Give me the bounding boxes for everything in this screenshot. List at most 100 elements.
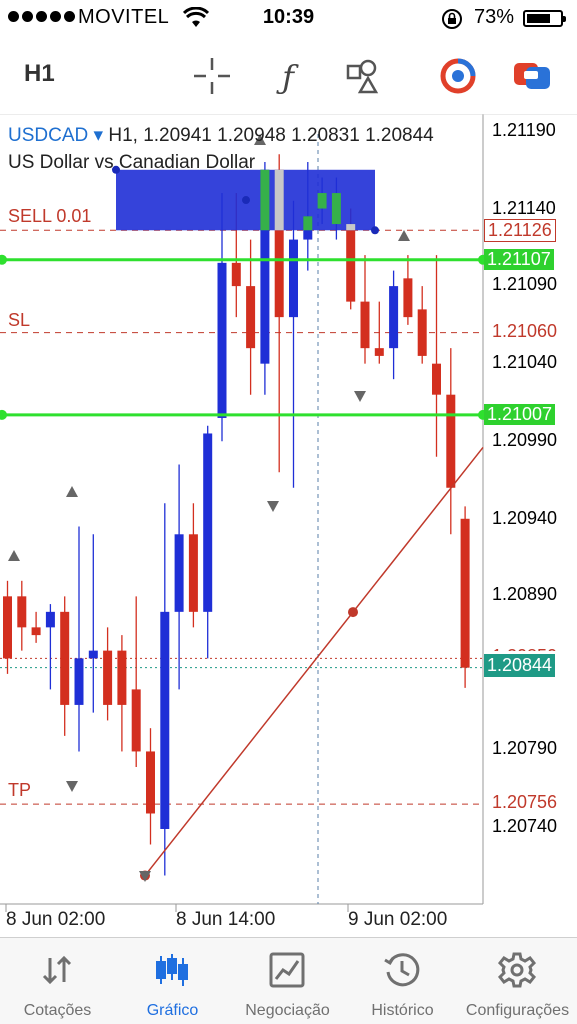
candle-body bbox=[46, 612, 55, 628]
candle-body bbox=[361, 302, 370, 349]
ohlc-readout: H1, 1.20941 1.20948 1.20831 1.20844 bbox=[108, 125, 433, 146]
fractal-down-icon bbox=[354, 391, 366, 402]
candle-body bbox=[17, 596, 26, 627]
time-tick: 9 Jun 02:00 bbox=[348, 909, 447, 931]
trendline-object bbox=[145, 447, 483, 875]
objects-icon[interactable] bbox=[342, 54, 386, 98]
stop-loss-label[interactable]: SL bbox=[8, 310, 30, 331]
sl-price-label: 1.21060 bbox=[492, 321, 557, 342]
quotes-icon bbox=[37, 950, 77, 990]
time-tick: 8 Jun 14:00 bbox=[176, 909, 275, 931]
tab-history[interactable]: Histórico bbox=[345, 938, 460, 1024]
fractal-down-icon bbox=[267, 501, 279, 512]
candle-body bbox=[432, 364, 441, 395]
candle-body bbox=[389, 286, 398, 348]
price-tick: 1.21090 bbox=[492, 274, 557, 295]
rotation-lock-icon bbox=[440, 7, 464, 36]
crosshair-icon[interactable] bbox=[190, 54, 234, 98]
candle-body-overlay bbox=[332, 193, 341, 224]
settings-icon bbox=[497, 950, 537, 990]
tp-price-label: 1.20756 bbox=[492, 792, 557, 813]
time-tick: 8 Jun 02:00 bbox=[6, 909, 105, 931]
fractal-down-icon bbox=[66, 781, 78, 792]
candle-body bbox=[103, 651, 112, 705]
candle-body bbox=[375, 348, 384, 356]
price-tick: 1.20990 bbox=[492, 430, 557, 451]
svg-text:ƒ: ƒ bbox=[276, 58, 299, 96]
status-bar: MOVITEL 10:39 73% bbox=[0, 0, 577, 38]
candle-body bbox=[89, 651, 98, 659]
candle-body bbox=[203, 433, 212, 611]
chart-header: USDCAD ▾ H1, 1.20941 1.20948 1.20831 1.2… bbox=[8, 124, 434, 147]
price-tick: 1.21190 bbox=[492, 120, 556, 141]
chart-toolbar: H1 ƒ bbox=[0, 38, 577, 114]
green-line-price-label: 1.21007 bbox=[484, 404, 555, 425]
tab-label: Configurações bbox=[460, 1002, 575, 1020]
candle-body-overlay bbox=[346, 224, 355, 230]
line-anchor bbox=[0, 410, 7, 420]
battery-percent: 73% bbox=[474, 6, 514, 29]
price-tick: 1.21140 bbox=[492, 198, 556, 219]
candle-body bbox=[403, 278, 412, 317]
tab-label: Cotações bbox=[0, 1002, 115, 1020]
candle-body-overlay bbox=[275, 170, 284, 230]
timeframe-button[interactable]: H1 bbox=[24, 60, 55, 88]
bottom-tab-bar: Cotações Gráfico Negociação Histórico Co… bbox=[0, 937, 577, 1024]
rectangle-anchor bbox=[371, 226, 379, 234]
line-anchor bbox=[0, 255, 7, 265]
bid-price-label: 1.20844 bbox=[484, 654, 555, 677]
candle-body bbox=[446, 395, 455, 488]
tab-settings[interactable]: Configurações bbox=[460, 938, 575, 1024]
sell-order-label[interactable]: SELL 0.01 bbox=[8, 206, 91, 227]
fractal-up-icon bbox=[66, 486, 78, 497]
candle-body bbox=[60, 612, 69, 705]
candle-body bbox=[75, 658, 84, 705]
price-tick: 1.20740 bbox=[492, 816, 557, 837]
tab-chart[interactable]: Gráfico bbox=[115, 938, 230, 1024]
candle-body bbox=[418, 309, 427, 356]
candle-body-overlay bbox=[303, 216, 312, 230]
trendline-anchor bbox=[348, 607, 358, 617]
trade-icon[interactable] bbox=[510, 54, 554, 98]
chart-icon bbox=[152, 950, 192, 990]
green-line-price-label: 1.21107 bbox=[484, 249, 554, 270]
candle-body bbox=[289, 240, 298, 318]
candle-body bbox=[246, 286, 255, 348]
price-tick: 1.20790 bbox=[492, 738, 557, 759]
one-click-trading-icon[interactable] bbox=[436, 54, 480, 98]
tab-label: Histórico bbox=[345, 1002, 460, 1020]
sell-price-label: 1.21126 bbox=[484, 219, 556, 242]
tab-label: Gráfico bbox=[115, 1002, 230, 1020]
fractal-up-icon bbox=[8, 550, 20, 561]
candle-body bbox=[346, 224, 355, 302]
price-tick: 1.20890 bbox=[492, 584, 557, 605]
candle-body bbox=[117, 651, 126, 705]
candle-body-overlay bbox=[260, 170, 269, 230]
candle-body bbox=[3, 596, 12, 658]
take-profit-label[interactable]: TP bbox=[8, 780, 31, 801]
price-tick: 1.20940 bbox=[492, 508, 557, 529]
candle-body bbox=[175, 534, 184, 612]
candle-body bbox=[146, 751, 155, 813]
rectangle-anchor bbox=[242, 196, 250, 204]
ask-price-label: 1.20850 bbox=[492, 641, 557, 651]
candle-body bbox=[32, 627, 41, 635]
tab-trade[interactable]: Negociação bbox=[230, 938, 345, 1024]
candle-body bbox=[218, 263, 227, 418]
trade-icon bbox=[267, 950, 307, 990]
candle-body bbox=[461, 519, 470, 668]
candle-body bbox=[189, 534, 198, 612]
price-tick: 1.21040 bbox=[492, 352, 557, 373]
candle-body bbox=[232, 263, 241, 286]
tab-label: Negociação bbox=[230, 1002, 345, 1020]
symbol-description: US Dollar vs Canadian Dollar bbox=[8, 152, 255, 174]
tab-quotes[interactable]: Cotações bbox=[0, 938, 115, 1024]
price-chart[interactable]: USDCAD ▾ H1, 1.20941 1.20948 1.20831 1.2… bbox=[0, 114, 577, 937]
function-icon[interactable]: ƒ bbox=[266, 54, 310, 98]
symbol-selector[interactable]: USDCAD ▾ bbox=[8, 125, 103, 146]
candle-body-overlay bbox=[318, 193, 327, 209]
candle-body bbox=[132, 689, 141, 751]
candle-body bbox=[160, 612, 169, 829]
battery-icon bbox=[523, 10, 563, 27]
fractal-up-icon bbox=[398, 230, 410, 241]
